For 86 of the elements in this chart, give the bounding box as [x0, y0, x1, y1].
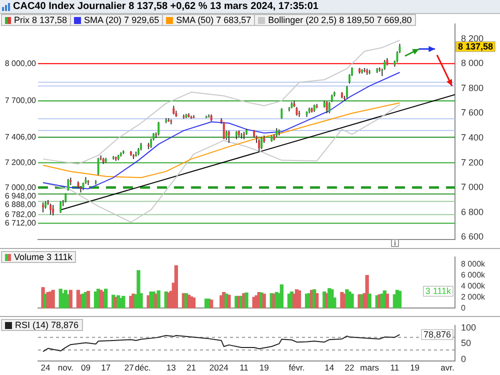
ref-line-label: 6 782,00	[4, 210, 37, 219]
y-tick-label: 8 200	[461, 33, 484, 44]
x-tick-label: 21	[186, 362, 196, 373]
y-tick-label: 0	[461, 354, 466, 364]
bar	[244, 292, 248, 308]
x-tick-label: avr.	[440, 362, 454, 373]
x-tick-label: 13	[166, 362, 176, 373]
candlestick	[260, 136, 263, 150]
bar	[210, 300, 214, 308]
candlestick	[50, 203, 52, 216]
y-tick-label: 2 000k	[461, 292, 486, 302]
bar	[86, 290, 90, 308]
y-tick-label: 4 000k	[461, 282, 486, 291]
bar	[227, 294, 231, 308]
x-tick-label: 24	[40, 362, 51, 373]
legend-label: Volume 3 111k	[14, 252, 72, 262]
bar	[297, 290, 302, 308]
bar	[350, 294, 354, 308]
x-tick-label: 14	[324, 362, 334, 373]
text: 8 137,58	[458, 42, 494, 52]
y-tick-label: 7 000	[461, 182, 484, 192]
ref-line-label: 6 712,00	[4, 218, 37, 228]
y-tick-label: 0	[461, 303, 466, 312]
ref-line-label: 7 200,00	[4, 158, 37, 167]
bar	[262, 294, 266, 308]
x-tick-label: 11	[240, 362, 249, 373]
legend-label: RSI (14) 78,876	[15, 320, 79, 330]
x-tick-label: 27	[124, 362, 134, 373]
candlestick	[222, 121, 225, 140]
x-tick-label: 22	[344, 362, 354, 373]
y-tick-label: 8 000	[461, 58, 484, 68]
candlestick	[346, 85, 348, 99]
y-tick-label: 6 000k	[461, 270, 486, 280]
candlestick	[67, 178, 70, 192]
ref-line-label: 7 000,00	[4, 182, 37, 192]
x-tick-label: 17	[101, 362, 111, 373]
ref-line-label: 7 700,00	[4, 96, 37, 106]
bar	[398, 290, 402, 308]
x-tick-label: nov.	[58, 362, 74, 373]
ref-line-label: 7 406,00	[4, 132, 37, 142]
bar	[385, 294, 390, 308]
candlestick	[52, 204, 54, 216]
candlestick	[60, 200, 62, 214]
chart-title: CAC40 Index Journalier 8 137,58 +0,62 % 13 mars 2024, 17:35:01	[13, 1, 318, 12]
bar	[192, 297, 196, 308]
candlestick	[228, 130, 230, 144]
candlestick	[326, 100, 328, 114]
bar	[174, 265, 178, 308]
legend-label: SMA (20) 7 929,65	[84, 15, 160, 25]
candlestick	[258, 138, 260, 152]
x-tick-label: 19	[410, 362, 420, 373]
candlestick	[42, 202, 44, 213]
ref-line-label: 6 948,00	[4, 191, 37, 200]
candlestick	[328, 102, 330, 114]
annotation: 78,876	[423, 330, 452, 340]
candlestick	[280, 108, 283, 120]
x-tick-label: 11	[390, 362, 400, 373]
candlestick	[158, 121, 160, 136]
annotation: 3 111k	[425, 286, 452, 296]
x-tick-label: févr.	[288, 362, 305, 373]
y-tick-label: 8 000k	[461, 260, 486, 269]
candlestick	[64, 192, 67, 203]
x-tick-label: 09	[80, 362, 91, 373]
legend-label: SMA (50) 7 683,57	[176, 15, 252, 25]
bar	[68, 290, 72, 308]
bar	[104, 288, 108, 308]
candlestick	[97, 157, 100, 176]
ref-line-label: 6 888,00	[4, 200, 37, 209]
bar	[315, 293, 319, 308]
y-tick-label: 6 600	[461, 232, 484, 242]
y-tick-label: 6 800	[461, 206, 484, 217]
bar	[368, 294, 372, 308]
bar	[51, 290, 55, 308]
y-tick-label: 100	[461, 322, 476, 332]
y-tick-label: 7 600	[461, 108, 484, 118]
legend-label: Bollinger (20 2,5) 8 189,50 7 669,80	[268, 15, 412, 25]
y-tick-label: 50	[461, 338, 472, 348]
x-tick-label: mars	[360, 362, 380, 373]
y-tick-label: 7 800	[461, 82, 484, 93]
x-tick-label: 19	[259, 362, 270, 373]
x-tick-label: 2024	[209, 362, 229, 373]
y-tick-label: 7 200	[461, 157, 484, 168]
x-tick-label: déc.	[134, 362, 151, 373]
y-tick-label: 7 400	[461, 132, 484, 142]
legend-label: Prix 8 137,58	[14, 15, 68, 25]
ref-line-label: 8 000,00	[4, 58, 37, 68]
